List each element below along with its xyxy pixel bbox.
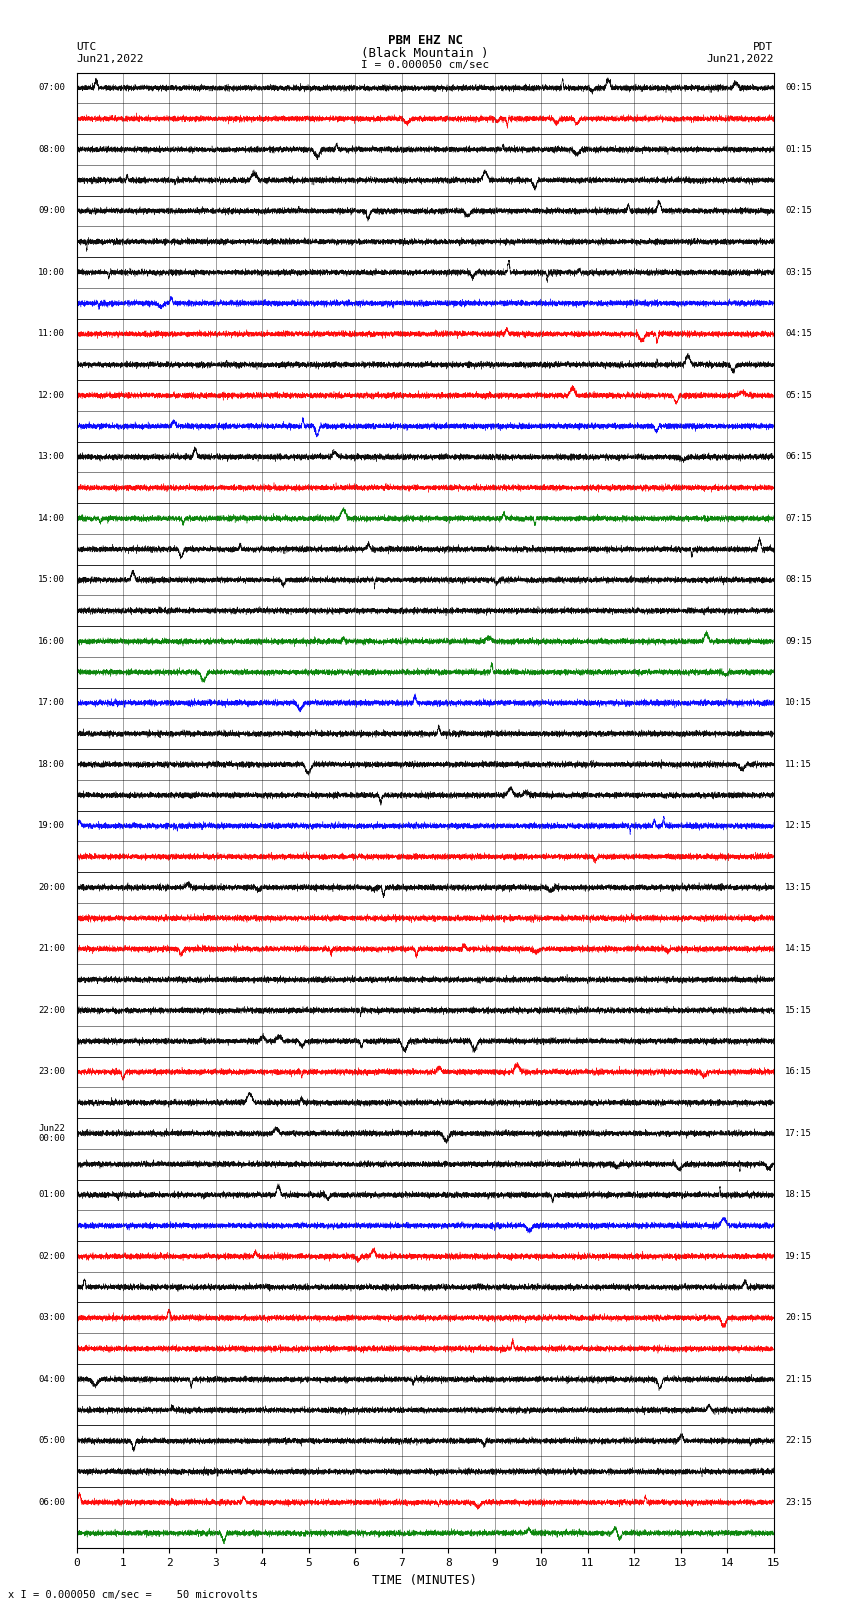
Text: 20:15: 20:15 — [785, 1313, 812, 1323]
Text: PBM EHZ NC: PBM EHZ NC — [388, 34, 462, 47]
Text: 04:00: 04:00 — [38, 1374, 65, 1384]
Text: PDT
Jun21,2022: PDT Jun21,2022 — [706, 42, 774, 63]
Text: 13:00: 13:00 — [38, 452, 65, 461]
Text: 08:00: 08:00 — [38, 145, 65, 153]
Text: I = 0.000050 cm/sec: I = 0.000050 cm/sec — [361, 60, 489, 69]
Text: (Black Mountain ): (Black Mountain ) — [361, 47, 489, 60]
Text: 10:00: 10:00 — [38, 268, 65, 277]
Text: x I = 0.000050 cm/sec =    50 microvolts: x I = 0.000050 cm/sec = 50 microvolts — [8, 1590, 258, 1600]
Text: 12:00: 12:00 — [38, 390, 65, 400]
Text: 22:15: 22:15 — [785, 1436, 812, 1445]
Text: 07:15: 07:15 — [785, 515, 812, 523]
Text: 23:00: 23:00 — [38, 1068, 65, 1076]
Text: 15:15: 15:15 — [785, 1007, 812, 1015]
Text: 16:15: 16:15 — [785, 1068, 812, 1076]
Text: 06:15: 06:15 — [785, 452, 812, 461]
Text: 14:15: 14:15 — [785, 944, 812, 953]
Text: 21:00: 21:00 — [38, 944, 65, 953]
Text: 01:15: 01:15 — [785, 145, 812, 153]
Text: 21:15: 21:15 — [785, 1374, 812, 1384]
Text: 11:00: 11:00 — [38, 329, 65, 339]
Text: 15:00: 15:00 — [38, 576, 65, 584]
Text: UTC
Jun21,2022: UTC Jun21,2022 — [76, 42, 144, 63]
Text: 11:15: 11:15 — [785, 760, 812, 769]
Text: 17:15: 17:15 — [785, 1129, 812, 1137]
Text: 02:15: 02:15 — [785, 206, 812, 216]
Text: 12:15: 12:15 — [785, 821, 812, 831]
Text: 05:00: 05:00 — [38, 1436, 65, 1445]
Text: 03:00: 03:00 — [38, 1313, 65, 1323]
Text: 04:15: 04:15 — [785, 329, 812, 339]
Text: 09:15: 09:15 — [785, 637, 812, 645]
Text: 07:00: 07:00 — [38, 84, 65, 92]
Text: 19:00: 19:00 — [38, 821, 65, 831]
Text: 16:00: 16:00 — [38, 637, 65, 645]
Text: Jun22
00:00: Jun22 00:00 — [38, 1124, 65, 1144]
Text: 00:15: 00:15 — [785, 84, 812, 92]
Text: 05:15: 05:15 — [785, 390, 812, 400]
Text: 09:00: 09:00 — [38, 206, 65, 216]
Text: 01:00: 01:00 — [38, 1190, 65, 1200]
Text: 18:15: 18:15 — [785, 1190, 812, 1200]
Text: 13:15: 13:15 — [785, 882, 812, 892]
X-axis label: TIME (MINUTES): TIME (MINUTES) — [372, 1574, 478, 1587]
Text: 20:00: 20:00 — [38, 882, 65, 892]
Text: 19:15: 19:15 — [785, 1252, 812, 1261]
Text: 23:15: 23:15 — [785, 1498, 812, 1507]
Text: 17:00: 17:00 — [38, 698, 65, 708]
Text: 22:00: 22:00 — [38, 1007, 65, 1015]
Text: 10:15: 10:15 — [785, 698, 812, 708]
Text: 03:15: 03:15 — [785, 268, 812, 277]
Text: 06:00: 06:00 — [38, 1498, 65, 1507]
Text: 02:00: 02:00 — [38, 1252, 65, 1261]
Text: 08:15: 08:15 — [785, 576, 812, 584]
Text: 18:00: 18:00 — [38, 760, 65, 769]
Text: 14:00: 14:00 — [38, 515, 65, 523]
